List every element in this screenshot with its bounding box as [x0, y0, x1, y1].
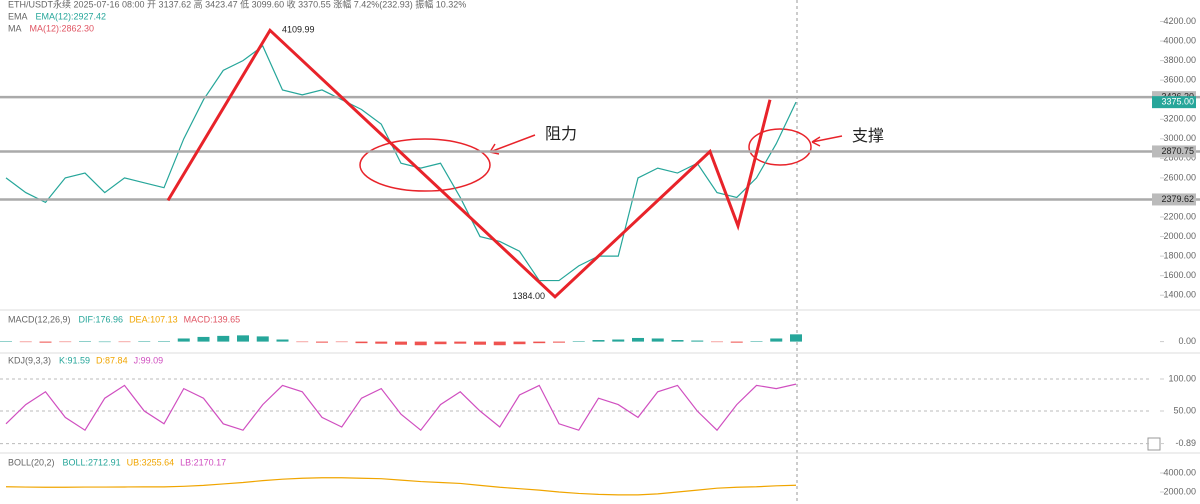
legend-entry: EMA(12):2927.42: [36, 11, 107, 21]
histogram-bar: [671, 340, 684, 342]
histogram-bar: [493, 341, 506, 346]
histogram-bar: [454, 341, 467, 344]
y-tick-label: 3800.00: [1163, 55, 1196, 65]
legend-entry: MACD:139.65: [184, 314, 241, 324]
y-tick-label: 2000.00: [1163, 231, 1196, 241]
level-label: 2379.62: [1161, 194, 1194, 204]
legend-title: EMA: [8, 11, 28, 21]
histogram-bar: [632, 337, 644, 342]
histogram-bar: [730, 341, 743, 343]
y-tick-label: 50.00: [1173, 405, 1196, 415]
histogram-bar: [19, 341, 32, 343]
level-badge: [1152, 145, 1196, 158]
histogram-bar: [355, 341, 368, 344]
histogram-bar: [39, 341, 52, 343]
histogram-bar: [59, 341, 72, 343]
add-button[interactable]: [1147, 437, 1161, 451]
y-tick-label: 0.00: [1178, 336, 1196, 346]
histogram-bar: [296, 341, 309, 343]
level-badge: [1152, 193, 1196, 206]
level-label: 2870.75: [1161, 146, 1194, 156]
histogram-bar: [395, 341, 407, 345]
y-tick-label: 4200.00: [1163, 16, 1196, 26]
y-tick-label: -0.89: [1175, 438, 1196, 448]
legend-entry: LB:2170.17: [180, 457, 226, 467]
histogram-bar: [790, 334, 802, 342]
histogram-bar: [612, 339, 625, 342]
series-line: [5, 477, 797, 496]
histogram-bar: [592, 340, 605, 342]
histogram-bar: [237, 335, 249, 342]
histogram-bar: [138, 341, 151, 342]
histogram-bar: [691, 340, 704, 342]
legend-title: BOLL(20,2): [8, 457, 55, 467]
y-tick-label: 100.00: [1168, 373, 1196, 383]
histogram-bar: [651, 338, 664, 342]
last-price-label: 3375.00: [1161, 97, 1194, 107]
histogram-bar: [375, 341, 388, 344]
histogram-bar: [276, 339, 289, 342]
histogram-bar: [256, 336, 269, 342]
histogram-bar: [414, 341, 427, 346]
legend-title: MA: [8, 23, 22, 33]
legend-entry: BOLL:2712.91: [63, 457, 121, 467]
histogram-bar: [434, 341, 447, 345]
histogram-bar: [118, 341, 131, 343]
histogram-bar: [158, 341, 170, 342]
histogram-bar: [513, 341, 526, 345]
trend-zigzag: [166, 27, 772, 299]
annotation: 阻力: [545, 125, 577, 143]
histogram-bar: [217, 335, 230, 342]
extreme-label: 1384.00: [512, 291, 545, 301]
y-tick-label: 3000.00: [1163, 133, 1196, 143]
histogram-bar: [0, 341, 12, 342]
resistance-ellipse: [359, 138, 491, 192]
legend-entry: MA(12):2862.30: [30, 23, 95, 33]
legend-entry: DIF:176.96: [79, 314, 124, 324]
legend-entry: J:99.09: [134, 355, 164, 365]
y-tick-label: 3200.00: [1163, 114, 1196, 124]
y-tick-label: 2600.00: [1163, 172, 1196, 182]
y-tick-label: 1800.00: [1163, 250, 1196, 260]
y-tick-label: 2200.00: [1163, 211, 1196, 221]
extreme-label: 4109.99: [282, 25, 315, 35]
legend-title: MACD(12,26,9): [8, 314, 71, 324]
legend-title: ETH/USDT永续 2025-07-16 08:00 开 3137.62 高 …: [8, 0, 466, 9]
legend-entry: D:87.84: [96, 355, 128, 365]
histogram-bar: [474, 341, 486, 345]
series-line: [5, 45, 797, 282]
legend-entry: UB:3255.64: [127, 457, 175, 467]
legend-title: KDJ(9,3,3): [8, 355, 51, 365]
histogram-bar: [197, 336, 210, 342]
y-tick-label: 1400.00: [1163, 290, 1196, 300]
series-line: [5, 383, 797, 432]
last-price-badge: [1152, 96, 1196, 109]
y-tick-label: 2000.00: [1163, 486, 1196, 496]
arrow: [811, 135, 843, 147]
histogram-bar: [316, 341, 328, 343]
y-tick-label: 3600.00: [1163, 75, 1196, 85]
histogram-bar: [711, 341, 723, 343]
histogram-bar: [98, 341, 111, 343]
histogram-bar: [770, 338, 783, 342]
y-tick-label: 4000.00: [1163, 467, 1196, 477]
histogram-bar: [572, 341, 585, 342]
histogram-bar: [79, 341, 91, 342]
legend-entry: DEA:107.13: [129, 314, 178, 324]
y-tick-label: 1600.00: [1163, 270, 1196, 280]
y-tick-label: 4000.00: [1163, 35, 1196, 45]
histogram-bar: [335, 341, 348, 343]
histogram-bar: [750, 341, 763, 342]
y-tick-label: 2800.00: [1163, 153, 1196, 163]
annotation: 支撑: [852, 127, 884, 145]
histogram-bar: [177, 338, 190, 342]
histogram-bar: [533, 341, 546, 344]
legend-entry: K:91.59: [59, 355, 90, 365]
support-ellipse: [748, 128, 812, 166]
histogram-bar: [553, 341, 565, 343]
